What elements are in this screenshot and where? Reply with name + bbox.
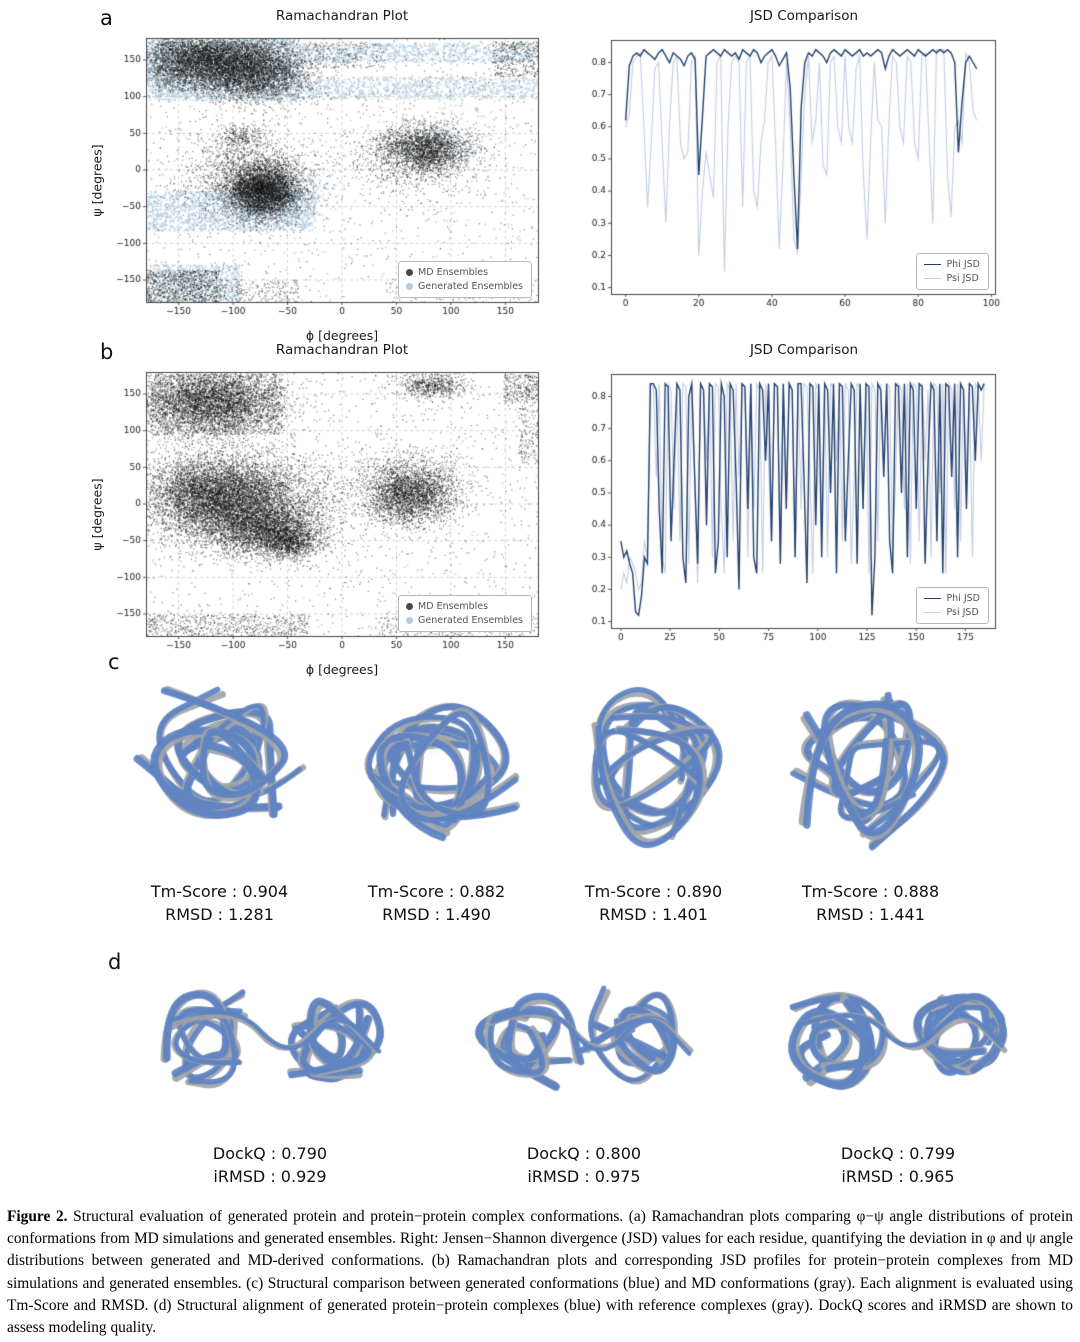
psi-jsd-line-icon [924,277,942,279]
panel-a-jsd-legend: Phi JSD Psi JSD [916,253,989,290]
panel-d: d DockQ : 0.790 iRMSD : 0.929 DockQ : 0.… [0,938,1080,1200]
panel-c: c Tm-Score : 0.904 RMSD : 1.281 Tm-Score… [0,646,1080,938]
generated-ensembles-label: Generated Ensembles [418,280,523,292]
panel-b-rama-ylabel: ψ [degrees] [89,477,105,551]
psi-jsd-label: Psi JSD [946,272,979,284]
psi-jsd-label: Psi JSD [946,606,979,618]
rmsd-value: RMSD : 1.281 [165,905,274,925]
panel-a-ramachandran-plot: Ramachandran Plot ψ [degrees] MD Ensembl… [88,4,546,346]
md-ensembles-label: MD Ensembles [418,600,489,612]
panel-a-letter: a [100,6,113,30]
panel-c-letter: c [108,650,120,674]
dockq-value: DockQ : 0.800 [526,1144,642,1163]
protein-ribbon-image [116,660,323,872]
figure-caption: Figure 2. Structural evaluation of gener… [7,1206,1073,1339]
md-ensembles-marker-icon [406,268,414,276]
panel-a-rama-xlabel: ϕ [degrees] [305,328,379,343]
panel-b-jsd-title: JSD Comparison [749,342,859,358]
irmsd-value: iRMSD : 0.965 [841,1167,955,1187]
phi-jsd-label: Phi JSD [946,258,980,270]
md-ensembles-marker-icon [406,602,414,610]
tm-score-value: Tm-Score : 0.904 [150,882,289,901]
dockq-value: DockQ : 0.799 [840,1144,956,1163]
panel-a-rama-ylabel: ψ [degrees] [89,143,105,217]
tm-score-value: Tm-Score : 0.888 [801,882,940,901]
irmsd-value: iRMSD : 0.975 [527,1167,641,1187]
phi-jsd-line-icon [924,597,942,599]
caption-text: Structural evaluation of generated prote… [7,1208,1073,1336]
complex-alignment-2: DockQ : 0.800 iRMSD : 0.975 [436,944,732,1188]
panel-a-rama-legend: MD Ensembles Generated Ensembles [398,261,532,298]
complex-alignment-1: DockQ : 0.790 iRMSD : 0.929 [122,944,418,1188]
panel-b-rama-title: Ramachandran Plot [275,342,409,358]
generated-ensembles-marker-icon [406,616,414,624]
tm-score-value: Tm-Score : 0.882 [367,882,506,901]
rmsd-value: RMSD : 1.490 [382,905,491,925]
panel-a-jsd-plot: JSD Comparison Phi JSD Psi JSD [577,4,1007,318]
complex-alignment-3: DockQ : 0.799 iRMSD : 0.965 [750,944,1046,1188]
phi-jsd-label: Phi JSD [946,592,980,604]
protein-alignment-3: Tm-Score : 0.890 RMSD : 1.401 [550,660,757,926]
rmsd-value: RMSD : 1.401 [599,905,708,925]
rmsd-value: RMSD : 1.441 [816,905,925,925]
panel-b-rama-legend: MD Ensembles Generated Ensembles [398,595,532,632]
md-ensembles-label: MD Ensembles [418,266,489,278]
dockq-value: DockQ : 0.790 [212,1144,328,1163]
protein-ribbon-image [550,660,757,872]
complex-ribbon-image [122,944,418,1134]
complex-ribbon-image [436,944,732,1134]
panel-a-rama-title: Ramachandran Plot [275,8,409,24]
panel-c-structures: Tm-Score : 0.904 RMSD : 1.281 Tm-Score :… [116,660,974,926]
panel-d-structures: DockQ : 0.790 iRMSD : 0.929 DockQ : 0.80… [122,944,1046,1188]
panel-b: b Ramachandran Plot ψ [degrees] MD Ensem… [0,338,1080,677]
protein-ribbon-image [333,660,540,872]
generated-ensembles-marker-icon [406,282,414,290]
panel-b-jsd-legend: Phi JSD Psi JSD [916,587,989,624]
tm-score-value: Tm-Score : 0.890 [584,882,723,901]
panel-b-letter: b [100,340,114,364]
protein-alignment-1: Tm-Score : 0.904 RMSD : 1.281 [116,660,323,926]
phi-jsd-line-icon [924,263,942,265]
complex-ribbon-image [750,944,1046,1134]
psi-jsd-line-icon [924,611,942,613]
generated-ensembles-label: Generated Ensembles [418,614,523,626]
protein-alignment-4: Tm-Score : 0.888 RMSD : 1.441 [767,660,974,926]
panel-a-jsd-title: JSD Comparison [749,8,859,24]
panel-a: a Ramachandran Plot ψ [degrees] MD Ensem… [0,4,1080,343]
panel-b-ramachandran-plot: Ramachandran Plot ψ [degrees] MD Ensembl… [88,338,546,680]
irmsd-value: iRMSD : 0.929 [213,1167,327,1187]
panel-d-letter: d [108,950,122,974]
panel-b-jsd-plot: JSD Comparison Phi JSD Psi JSD [577,338,1007,652]
protein-ribbon-image [767,660,974,872]
protein-alignment-2: Tm-Score : 0.882 RMSD : 1.490 [333,660,540,926]
caption-label: Figure 2. [7,1208,68,1225]
